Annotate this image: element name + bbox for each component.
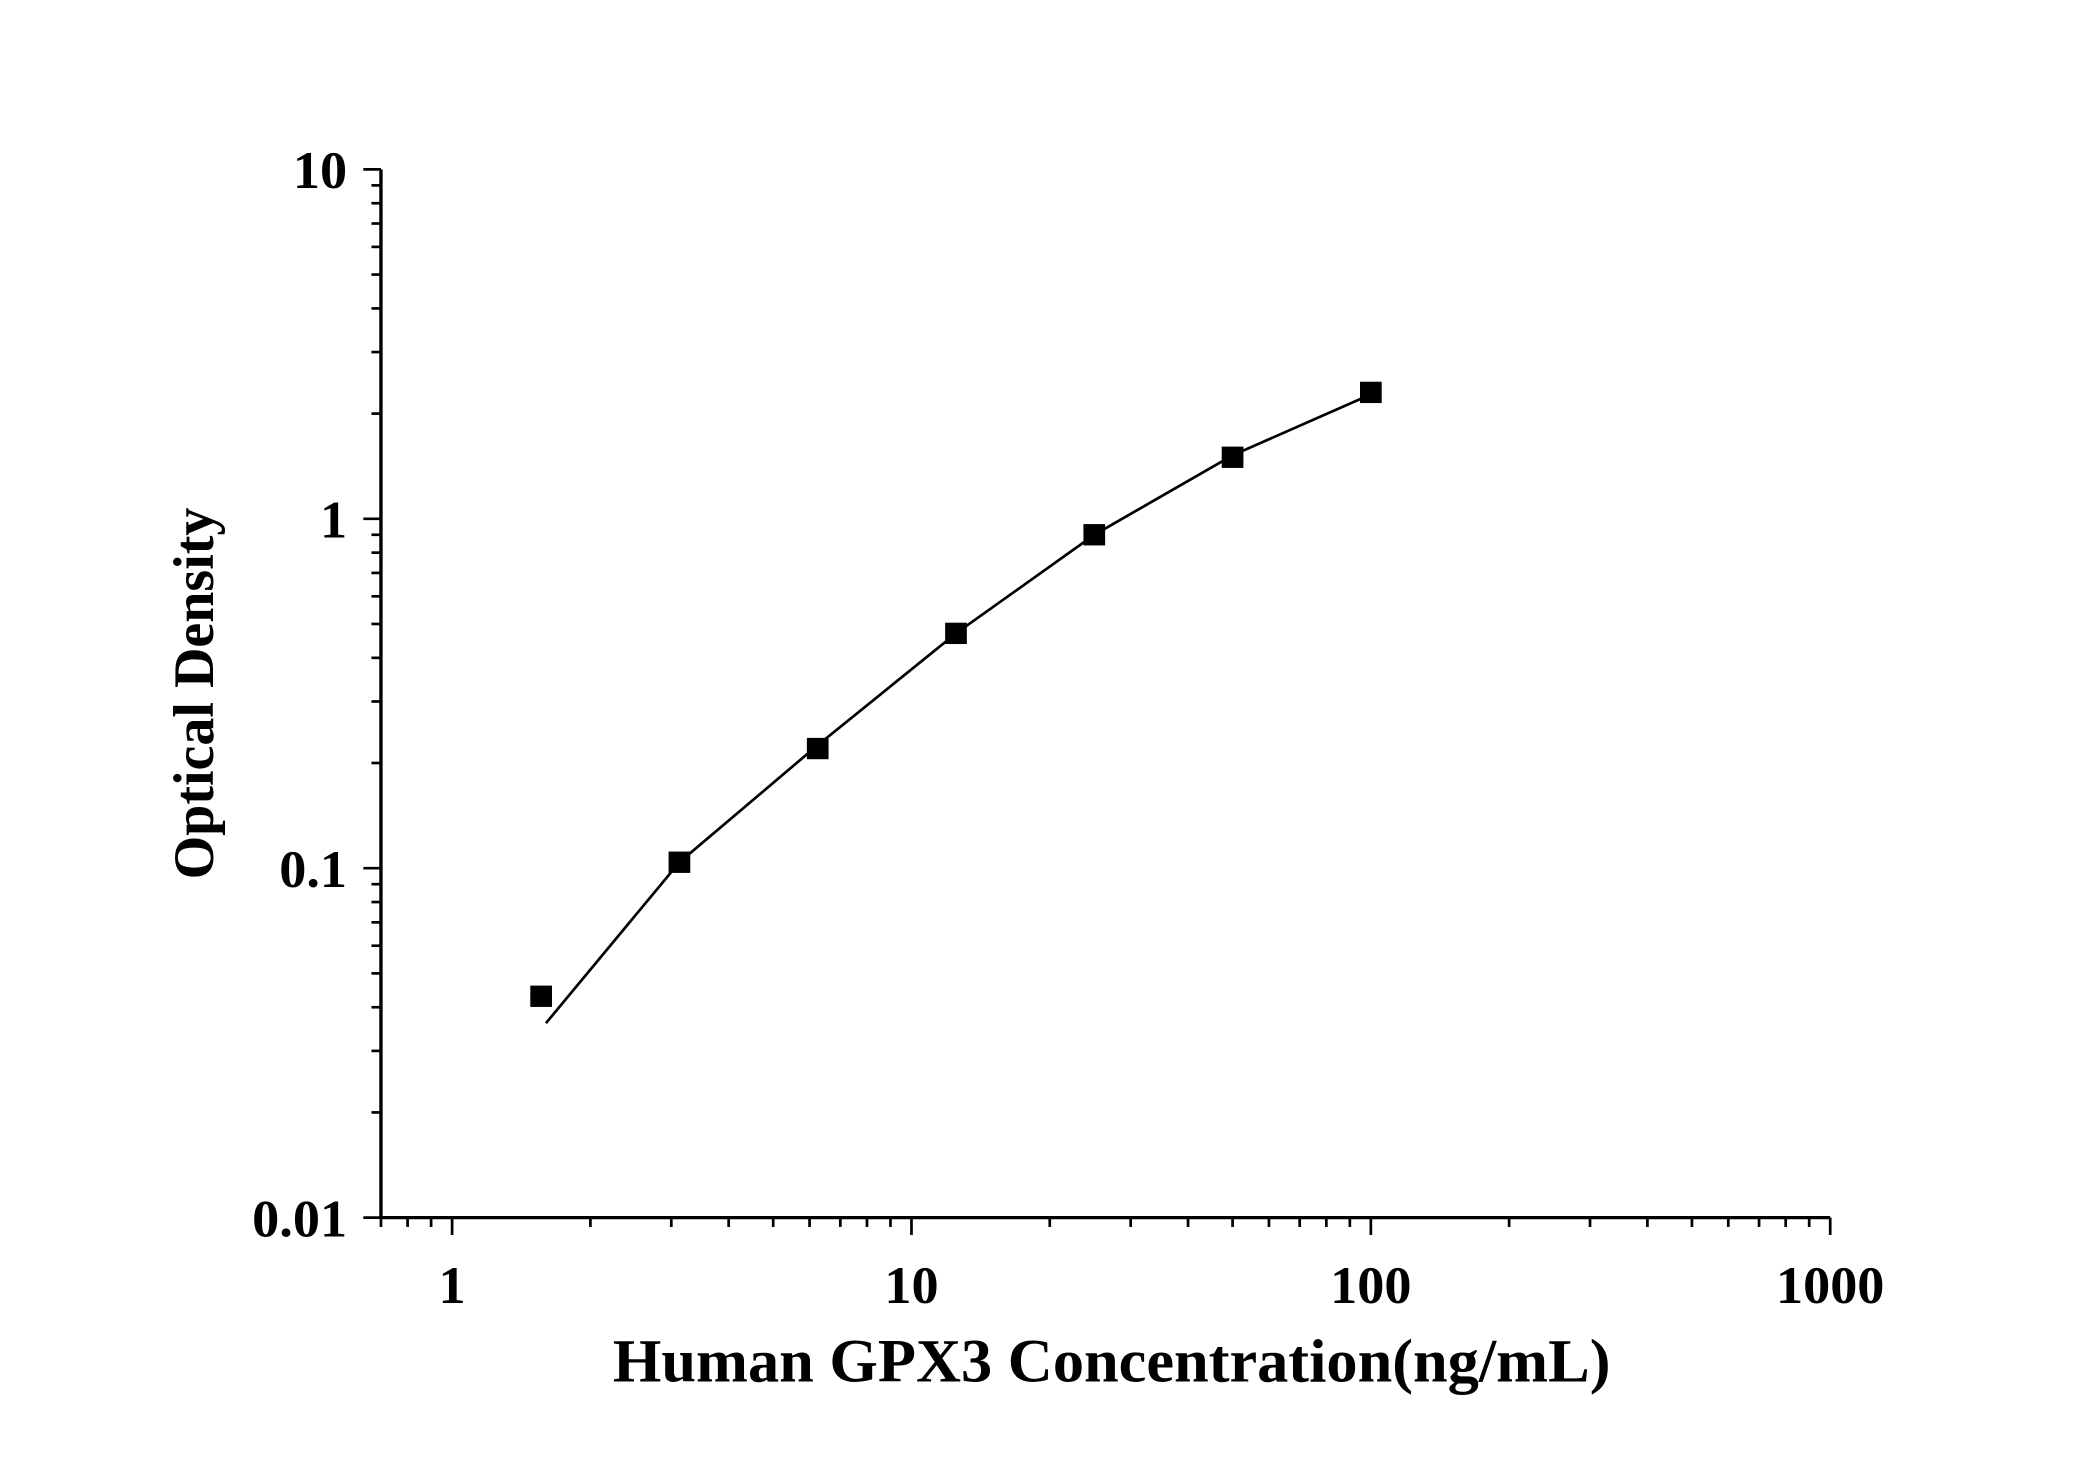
fit-curve xyxy=(544,393,1372,1025)
x-tick-label: 1 xyxy=(439,1255,466,1315)
x-axis-label: Human GPX3 Concentration(ng/mL) xyxy=(613,1328,1611,1395)
data-points xyxy=(530,381,1382,1007)
y-axis-label: Optical Density xyxy=(163,508,226,880)
y-tick-label: 0.1 xyxy=(279,839,347,899)
data-point xyxy=(806,737,829,760)
x-tick-label: 1000 xyxy=(1776,1255,1884,1315)
data-point xyxy=(668,851,691,873)
tick-labels: 1 10 100 1000 0.01 0.1 1 10 xyxy=(252,140,1884,1314)
data-point xyxy=(945,622,967,645)
x-tick-label: 100 xyxy=(1330,1255,1411,1315)
y-tick-label: 1 xyxy=(320,490,347,550)
data-point xyxy=(1083,524,1106,546)
data-point xyxy=(1360,381,1382,404)
x-tick-label: 10 xyxy=(884,1255,938,1315)
data-point xyxy=(530,985,552,1007)
axes xyxy=(363,168,1832,1235)
data-point xyxy=(1221,446,1244,468)
y-tick-label: 10 xyxy=(293,140,347,200)
y-tick-label: 0.01 xyxy=(252,1189,347,1249)
